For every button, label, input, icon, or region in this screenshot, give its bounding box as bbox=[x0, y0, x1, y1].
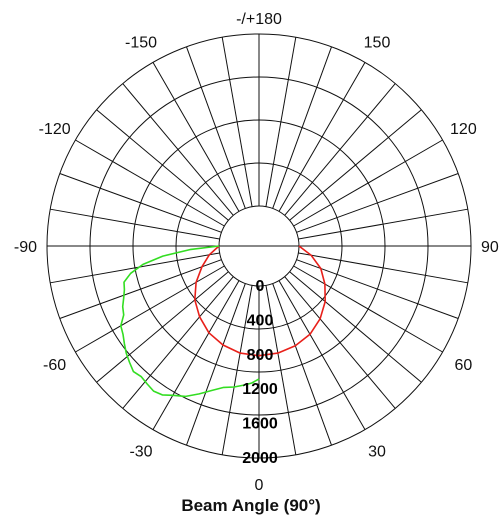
angle-label-0: 0 bbox=[255, 477, 264, 494]
spoke-200 bbox=[186, 46, 246, 209]
spoke-240 bbox=[75, 139, 225, 227]
spoke-10 bbox=[265, 285, 297, 455]
green-series-line bbox=[120, 245, 260, 398]
spoke-130 bbox=[289, 109, 422, 221]
spoke-220 bbox=[122, 83, 234, 216]
spoke-170 bbox=[265, 37, 297, 207]
angle-label-150: 150 bbox=[364, 35, 391, 52]
spoke-340 bbox=[186, 283, 246, 446]
spoke-40 bbox=[284, 276, 396, 409]
spoke-280 bbox=[50, 252, 220, 284]
radial-tick-0: 0 bbox=[256, 278, 265, 295]
spoke-80 bbox=[298, 252, 468, 284]
spoke-20 bbox=[272, 283, 332, 446]
chart-title: Beam Angle (90°) bbox=[181, 496, 321, 515]
spoke-50 bbox=[289, 271, 422, 383]
spoke-100 bbox=[298, 208, 468, 240]
radial-tick-1200: 1200 bbox=[242, 381, 278, 398]
spoke-260 bbox=[50, 208, 220, 240]
label-layer: -/+180 150 -150 120 -120 90 -90 60 -60 30 -30 0 0 400… bbox=[14, 11, 499, 494]
spoke-60 bbox=[293, 265, 443, 353]
spoke-330 bbox=[152, 280, 240, 430]
spoke-190 bbox=[221, 37, 253, 207]
angle-label--120: -120 bbox=[39, 121, 71, 138]
angle-label--90: -90 bbox=[14, 239, 37, 256]
spoke-140 bbox=[284, 83, 396, 216]
spoke-150 bbox=[278, 62, 366, 212]
angle-label--60: -60 bbox=[43, 357, 66, 374]
spoke-230 bbox=[96, 109, 229, 221]
spoke-110 bbox=[296, 173, 459, 233]
angle-label-60: 60 bbox=[454, 357, 472, 374]
radial-tick-400: 400 bbox=[247, 312, 274, 329]
angle-label-180: -/+180 bbox=[236, 11, 282, 28]
angle-label--30: -30 bbox=[129, 443, 152, 460]
spoke-350 bbox=[221, 285, 253, 455]
spoke-70 bbox=[296, 259, 459, 319]
angle-label--150: -150 bbox=[125, 35, 157, 52]
radial-tick-2000: 2000 bbox=[242, 450, 278, 467]
angle-label-30: 30 bbox=[368, 443, 386, 460]
spoke-210 bbox=[152, 62, 240, 212]
red-series-line bbox=[194, 245, 326, 357]
radial-tick-800: 800 bbox=[247, 347, 274, 364]
radial-tick-1600: 1600 bbox=[242, 416, 278, 433]
spoke-310 bbox=[96, 271, 229, 383]
series-layer bbox=[120, 245, 326, 398]
spoke-30 bbox=[278, 280, 366, 430]
spoke-250 bbox=[59, 173, 222, 233]
spoke-300 bbox=[75, 265, 225, 353]
spoke-160 bbox=[272, 46, 332, 209]
polar-grid bbox=[46, 33, 472, 459]
spoke-120 bbox=[293, 139, 443, 227]
spoke-290 bbox=[59, 259, 222, 319]
angle-label-120: 120 bbox=[450, 121, 477, 138]
spoke-320 bbox=[122, 276, 234, 409]
angle-label-90: 90 bbox=[481, 239, 499, 256]
